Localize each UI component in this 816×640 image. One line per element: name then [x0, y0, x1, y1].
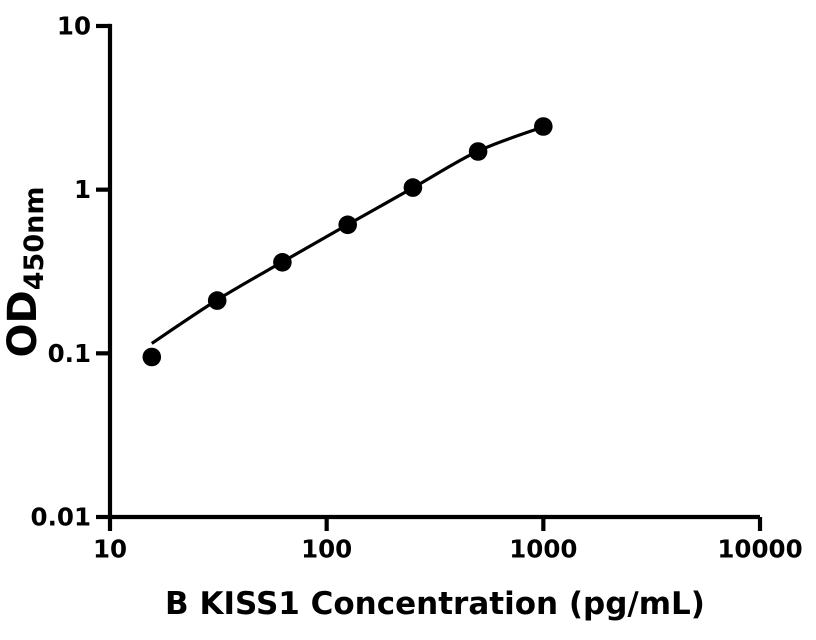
data-point	[207, 291, 227, 310]
x-axis-tick-label: 100	[301, 535, 352, 564]
fit-curve	[150, 125, 544, 345]
y-axis-title: OD450nm	[0, 187, 50, 358]
x-axis-title: B KISS1 Concentration (pg/mL)	[165, 586, 705, 622]
data-point	[403, 178, 423, 197]
y-axis-tick-label: 1	[74, 175, 91, 204]
x-axis-tick-label: 10000	[717, 535, 802, 564]
data-point	[338, 215, 358, 235]
y-axis-title-main: OD	[0, 290, 46, 357]
x-axis-tick-label: 10	[93, 535, 127, 564]
data-point	[534, 117, 553, 136]
axis-ticks	[96, 23, 763, 531]
fit-curve-group	[150, 125, 544, 345]
y-axis-tick-label: 10	[57, 11, 91, 40]
y-axis-tick-label: 0.1	[48, 339, 91, 368]
data-point	[273, 252, 292, 272]
data-point	[468, 142, 488, 161]
plot-axes	[107, 23, 761, 520]
y-axis-title-subscript: 450nm	[19, 187, 50, 291]
x-axis-tick-label: 1000	[509, 535, 577, 564]
data-points-group	[142, 117, 553, 367]
data-point	[142, 347, 162, 367]
axis-frame	[107, 23, 761, 520]
y-axis-tick-label: 0.01	[31, 503, 91, 532]
